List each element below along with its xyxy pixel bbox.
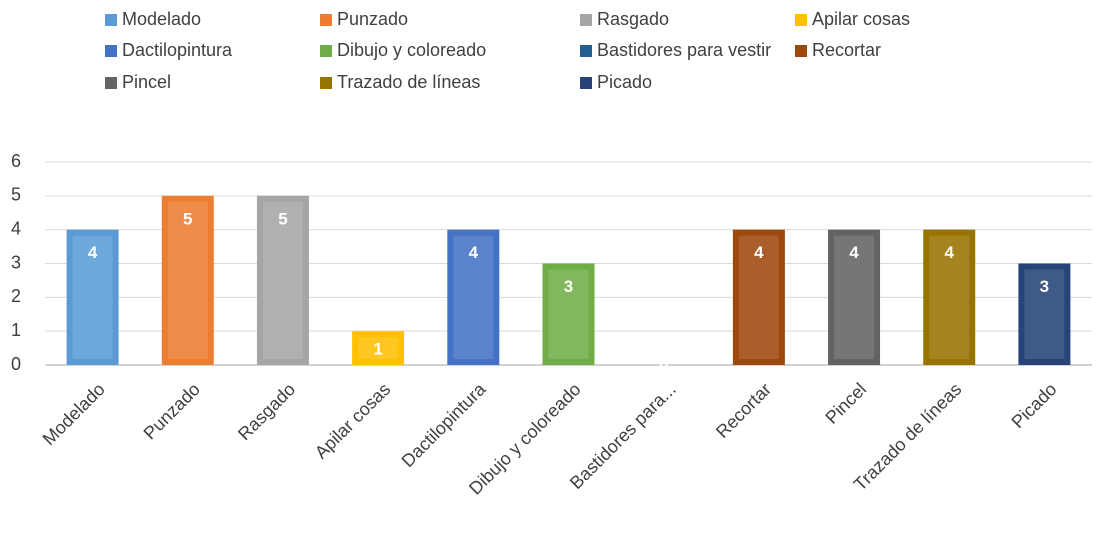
bar-highlight <box>262 201 303 359</box>
bar-highlight <box>358 337 399 359</box>
legend-swatch <box>580 77 592 89</box>
x-tick-label: Pincel <box>821 379 870 428</box>
bar-highlight <box>834 235 875 359</box>
y-tick-label: 1 <box>11 320 21 340</box>
y-tick-label: 2 <box>11 286 21 306</box>
x-tick-label: Picado <box>1008 379 1061 432</box>
y-tick-label: 3 <box>11 252 21 272</box>
bar <box>256 195 309 365</box>
bar <box>447 229 500 365</box>
x-tick-label: Punzado <box>140 379 204 443</box>
bar-highlight <box>929 235 970 359</box>
y-tick-label: 4 <box>11 218 21 238</box>
legend-label: Trazado de líneas <box>337 72 480 92</box>
bar-highlight <box>738 235 779 359</box>
legend-label: Dibujo y coloreado <box>337 40 486 60</box>
legend-label: Bastidores para vestir <box>597 40 771 60</box>
bar <box>732 229 785 365</box>
legend-label: Rasgado <box>597 9 669 29</box>
legend-swatch <box>320 77 332 89</box>
x-tick-label: Modelado <box>39 379 109 449</box>
bar-highlight <box>167 201 208 359</box>
y-tick-label: 6 <box>11 151 21 171</box>
y-tick-label: 0 <box>11 354 21 374</box>
legend-swatch <box>580 45 592 57</box>
data-label: 3 <box>564 277 573 296</box>
x-tick-label: Dactilopintura <box>398 378 491 471</box>
data-label: 4 <box>88 243 98 262</box>
bar-highlight <box>72 235 113 359</box>
legend-swatch <box>105 45 117 57</box>
legend-label: Punzado <box>337 9 408 29</box>
x-tick-label: Bastidores para... <box>566 379 680 493</box>
data-label: 4 <box>469 243 479 262</box>
legend-label: Pincel <box>122 72 171 92</box>
data-label: 0 <box>659 356 668 375</box>
legend-swatch <box>320 45 332 57</box>
data-label: 4 <box>944 243 954 262</box>
bar <box>66 229 119 365</box>
x-tick-label: Trazado de líneas <box>850 379 966 495</box>
legend-swatch <box>105 77 117 89</box>
legend-swatch <box>795 45 807 57</box>
legend-swatch <box>320 14 332 26</box>
bar <box>923 229 976 365</box>
legend-label: Recortar <box>812 40 881 60</box>
bar-highlight <box>548 269 589 359</box>
legend-swatch <box>105 14 117 26</box>
legend-label: Modelado <box>122 9 201 29</box>
bar <box>542 263 595 365</box>
bar <box>352 331 405 365</box>
legend-label: Apilar cosas <box>812 9 910 29</box>
legend-swatch <box>795 14 807 26</box>
legend-label: Picado <box>597 72 652 92</box>
legend-label: Dactilopintura <box>122 40 233 60</box>
bar-highlight <box>1024 269 1065 359</box>
data-label: 3 <box>1040 277 1049 296</box>
bar <box>1018 263 1071 365</box>
data-label: 4 <box>754 243 764 262</box>
y-tick-label: 5 <box>11 185 21 205</box>
bar <box>828 229 881 365</box>
data-label: 5 <box>183 209 192 228</box>
x-tick-label: Recortar <box>712 379 775 442</box>
bar-highlight <box>453 235 494 359</box>
data-label: 1 <box>373 340 382 359</box>
x-tick-label: Rasgado <box>234 379 299 444</box>
bar <box>161 195 214 365</box>
legend-swatch <box>580 14 592 26</box>
x-tick-label: Apilar cosas <box>311 379 394 462</box>
data-label: 4 <box>849 243 859 262</box>
data-label: 5 <box>278 209 287 228</box>
